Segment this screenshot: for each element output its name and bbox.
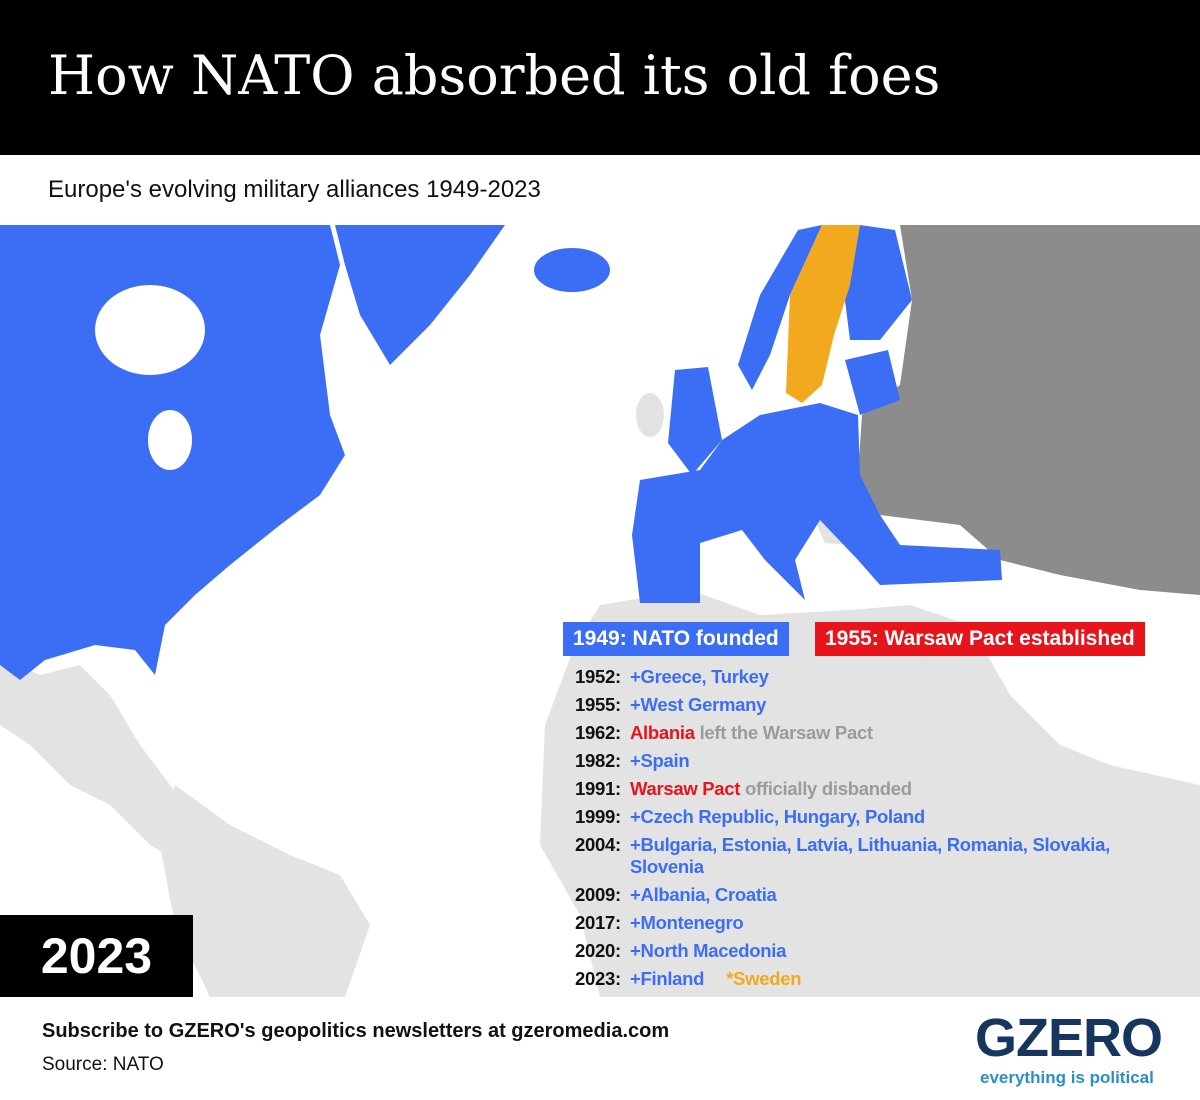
year: 1999:: [575, 806, 621, 827]
non-aligned: [0, 393, 1200, 997]
event: +Greece, Turkey: [630, 666, 769, 687]
header: How NATO absorbed its old foes: [0, 0, 1200, 155]
sweden: [786, 225, 860, 403]
year: 2023:: [575, 968, 621, 989]
event: Warsaw Pact: [630, 778, 741, 799]
title: How NATO absorbed its old foes: [48, 44, 941, 107]
timeline-row: 1982: +Spain: [575, 750, 1155, 772]
event-note: officially disbanded: [745, 778, 912, 799]
year: 2020:: [575, 940, 621, 961]
subtitle: Europe's evolving military alliances 194…: [48, 176, 541, 203]
legend-warsaw-pact: 1955: Warsaw Pact established: [815, 622, 1145, 656]
event: +Finland: [630, 968, 705, 989]
white-waters: [95, 285, 205, 470]
timeline-row: 2009: +Albania, Croatia: [575, 884, 1155, 906]
event: +North Macedonia: [630, 940, 787, 961]
year-label: 2023: [0, 915, 193, 997]
year: 1962:: [575, 722, 621, 743]
year: 2017:: [575, 912, 621, 933]
event: +Czech Republic, Hungary, Poland: [630, 806, 925, 827]
event-note: left the Warsaw Pact: [699, 722, 874, 743]
event-note: *Sweden: [726, 968, 802, 989]
event: +Spain: [630, 750, 690, 771]
timeline-row: 1991: Warsaw Pact officially disbanded: [575, 778, 1155, 800]
year: 1982:: [575, 750, 621, 771]
timeline-row: 1955: +West Germany: [575, 694, 1155, 716]
event: +Montenegro: [630, 912, 744, 933]
map: [0, 225, 1200, 997]
year: 1955:: [575, 694, 621, 715]
timeline-row: 2020: +North Macedonia: [575, 940, 1155, 962]
event: +Bulgaria, Estonia, Latvia, Lithuania, R…: [630, 834, 1110, 877]
timeline-row: 1952: +Greece, Turkey: [575, 666, 1155, 688]
legend-nato: 1949: NATO founded: [563, 622, 789, 656]
timeline-row: 2004: +Bulgaria, Estonia, Latvia, Lithuan…: [575, 834, 1155, 878]
timeline-row: 2017: +Montenegro: [575, 912, 1155, 934]
russia: [858, 225, 1200, 595]
event: +West Germany: [630, 694, 767, 715]
timeline-row: 1962: Albania left the Warsaw Pact: [575, 722, 1155, 744]
year: 1952:: [575, 666, 621, 687]
timeline-row: 2023: +Finland *Sweden: [575, 968, 1155, 990]
year: 2009:: [575, 884, 621, 905]
year: 2004:: [575, 834, 621, 855]
timeline-row: 1999: +Czech Republic, Hungary, Poland: [575, 806, 1155, 828]
event: Albania: [630, 722, 695, 743]
event: +Albania, Croatia: [630, 884, 777, 905]
logo: GZERO: [975, 1008, 1163, 1068]
year: 1991:: [575, 778, 621, 799]
source: Source: NATO: [42, 1054, 164, 1075]
logo-tagline: everything is political: [980, 1068, 1154, 1087]
timeline: 1952: +Greece, Turkey 1955: +West Germany …: [575, 666, 1155, 996]
subscribe-note: Subscribe to GZERO's geopolitics newslet…: [42, 1020, 670, 1042]
